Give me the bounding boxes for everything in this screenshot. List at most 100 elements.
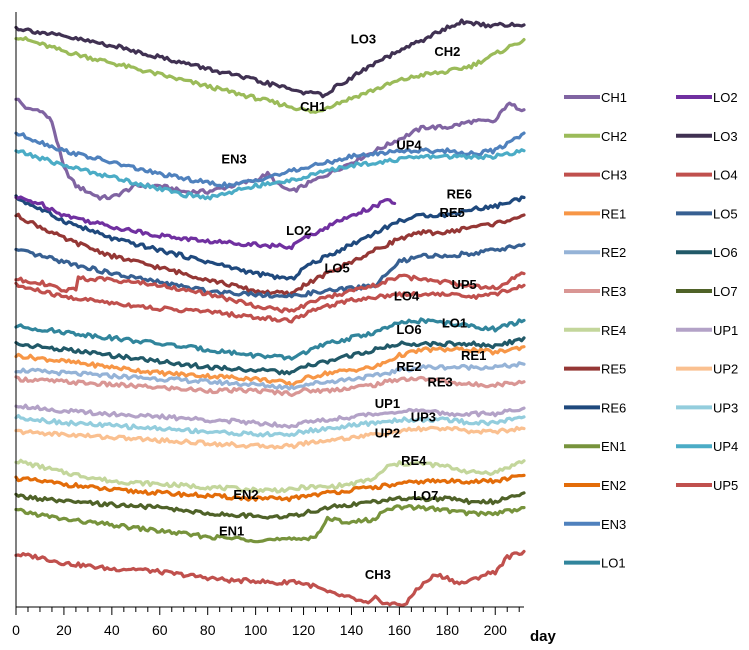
- legend-item-en3: EN3: [564, 517, 626, 532]
- legend-label: EN3: [601, 517, 626, 532]
- legend-label: LO5: [713, 206, 738, 221]
- series-line-up2: [14, 425, 526, 450]
- legend-item-ch1: CH1: [564, 90, 627, 105]
- series-line-up1: [14, 403, 526, 429]
- legend-label: CH2: [601, 129, 627, 144]
- legend-label: UP5: [713, 478, 738, 493]
- legend-item-re2: RE2: [564, 245, 626, 260]
- x-axis-ticks: 0 20 40 60 80 100 120 140 160 180 200: [12, 607, 520, 638]
- legend-label: EN2: [601, 478, 626, 493]
- series-label-lo5: LO5: [324, 260, 349, 275]
- series-line-up4: [14, 148, 526, 201]
- series-label-ch1: CH1: [300, 99, 326, 114]
- x-tick-label: 0: [12, 622, 20, 638]
- legend: CH1 CH2 CH3 RE1 RE2 RE3 RE4 RE5 RE6 EN1 EN2 EN3 LO1 L…: [564, 90, 738, 571]
- series-line-en1: [14, 504, 526, 544]
- legend-item-lo6: LO6: [676, 245, 738, 260]
- x-tick-label: 200: [484, 622, 508, 638]
- legend-item-up4: UP4: [676, 439, 738, 454]
- legend-label: RE2: [601, 245, 626, 260]
- legend-label: LO7: [713, 284, 738, 299]
- x-tick-label: 140: [340, 622, 364, 638]
- series-line-lo7: [14, 491, 526, 520]
- series-label-re1: RE1: [461, 348, 486, 363]
- legend-item-re6: RE6: [564, 400, 626, 415]
- x-tick-label: 160: [388, 622, 412, 638]
- legend-item-ch3: CH3: [564, 168, 627, 183]
- series-label-re3: RE3: [427, 374, 452, 389]
- series-line-up3: [14, 414, 526, 438]
- legend-item-lo7: LO7: [676, 284, 738, 299]
- series-line-re3: [14, 375, 526, 398]
- legend-item-up3: UP3: [676, 400, 738, 415]
- series-line-re4: [14, 458, 526, 494]
- legend-label: LO4: [713, 168, 738, 183]
- legend-label: UP2: [713, 362, 738, 377]
- legend-item-en2: EN2: [564, 478, 626, 493]
- legend-item-lo3: LO3: [676, 129, 738, 144]
- series-label-lo3: LO3: [351, 32, 376, 47]
- legend-item-up2: UP2: [676, 362, 738, 377]
- x-tick-label: 40: [104, 622, 120, 638]
- series-label-up5: UP5: [451, 277, 476, 292]
- series-label-en3: EN3: [221, 152, 246, 167]
- legend-label: RE6: [601, 400, 626, 415]
- legend-item-re3: RE3: [564, 284, 626, 299]
- series-line-up5: [14, 271, 526, 314]
- legend-label: LO1: [601, 556, 626, 571]
- series-label-up3: UP3: [411, 410, 436, 425]
- x-axis-title: day: [530, 628, 557, 645]
- legend-item-up1: UP1: [676, 323, 738, 338]
- legend-label: RE4: [601, 323, 626, 338]
- series-line-re1: [14, 345, 526, 388]
- series-line-lo6: [14, 336, 526, 376]
- legend-item-re1: RE1: [564, 206, 626, 221]
- series-line-ch3: [14, 549, 526, 607]
- series-label-lo6: LO6: [396, 322, 421, 337]
- legend-item-lo5: LO5: [676, 206, 738, 221]
- series-label-up2: UP2: [375, 425, 400, 440]
- series-label-lo2: LO2: [286, 223, 311, 238]
- series-label-ch3: CH3: [365, 567, 391, 582]
- series-label-ch2: CH2: [434, 44, 460, 59]
- series-label-up1: UP1: [375, 396, 400, 411]
- legend-label: CH3: [601, 168, 627, 183]
- legend-item-lo1: LO1: [564, 556, 626, 571]
- series-line-en3: [14, 131, 526, 189]
- legend-label: LO3: [713, 129, 738, 144]
- legend-item-re5: RE5: [564, 362, 626, 377]
- legend-item-lo4: LO4: [676, 168, 738, 183]
- series-line-re6: [14, 194, 526, 281]
- series-line-lo1: [14, 317, 526, 361]
- series-line-lo2: [14, 195, 397, 251]
- legend-item-en1: EN1: [564, 439, 626, 454]
- series-line-ch2: [14, 36, 526, 114]
- series-label-re4: RE4: [401, 453, 427, 468]
- legend-label: EN1: [601, 439, 626, 454]
- series-label-lo7: LO7: [413, 488, 438, 503]
- series-line-re2: [14, 361, 526, 391]
- legend-label: RE3: [601, 284, 626, 299]
- x-tick-label: 180: [436, 622, 460, 638]
- legend-item-ch2: CH2: [564, 129, 627, 144]
- x-tick-label: 20: [56, 622, 72, 638]
- legend-label: CH1: [601, 90, 627, 105]
- legend-item-re4: RE4: [564, 323, 626, 338]
- legend-item-lo2: LO2: [676, 90, 738, 105]
- legend-label: RE5: [601, 362, 626, 377]
- x-tick-label: 80: [200, 622, 216, 638]
- series-label-re5: RE5: [439, 205, 464, 220]
- series-line-lo5: [14, 242, 526, 299]
- series-line-lo3: [14, 18, 526, 99]
- series-line-re5: [14, 212, 526, 297]
- x-tick-label: 100: [244, 622, 268, 638]
- x-tick-label: 60: [152, 622, 168, 638]
- legend-label: UP1: [713, 323, 738, 338]
- axes: [15, 12, 524, 608]
- series-line-en2: [14, 473, 526, 503]
- series-label-lo4: LO4: [394, 288, 420, 303]
- series-line-lo4: [14, 281, 526, 324]
- series-label-lo1: LO1: [442, 315, 467, 330]
- legend-label: UP4: [713, 439, 738, 454]
